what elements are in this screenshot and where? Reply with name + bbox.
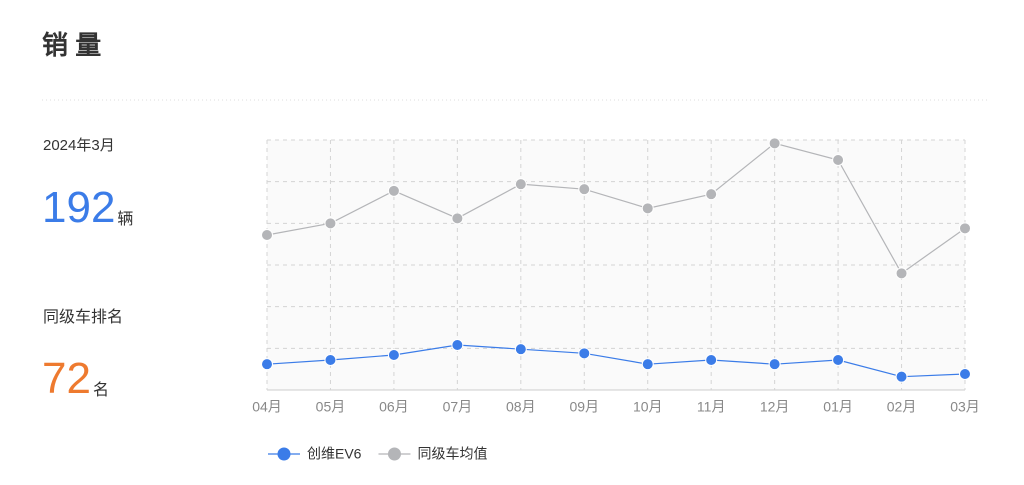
x-tick-label: 02月 [887, 399, 917, 415]
x-tick-label: 04月 [252, 399, 282, 415]
legend-label: 创维EV6 [307, 446, 362, 462]
data-point [895, 370, 908, 383]
legend-marker [387, 447, 401, 461]
x-tick-label: 08月 [506, 399, 536, 415]
data-point [768, 137, 781, 150]
sales-number: 192 [42, 183, 115, 232]
rank-unit: 名 [93, 381, 109, 399]
data-point [387, 349, 400, 361]
data-point [324, 354, 337, 366]
data-point [641, 358, 654, 371]
x-tick-label: 05月 [316, 399, 346, 415]
data-point [578, 347, 591, 360]
legend-label: 同级车均值 [417, 446, 487, 462]
data-point [578, 183, 591, 196]
data-point [768, 358, 781, 371]
data-point [705, 188, 718, 201]
x-tick-label: 03月 [950, 399, 980, 415]
data-point [451, 212, 464, 225]
plot-area [267, 140, 965, 390]
series-line [266, 142, 966, 275]
date-label: 2024年3月 [43, 137, 115, 154]
data-point [451, 339, 464, 351]
sales-value: 192 辆 [42, 183, 133, 232]
x-tick-label: 11月 [697, 399, 726, 415]
data-point [895, 267, 908, 280]
x-tick-label: 09月 [569, 399, 599, 415]
sales-unit: 辆 [117, 210, 133, 228]
data-point [261, 229, 273, 241]
data-point [514, 178, 527, 191]
data-point [261, 358, 273, 371]
x-tick-label: 10月 [633, 399, 663, 415]
data-point [832, 354, 845, 366]
x-tick-label: 06月 [379, 399, 409, 415]
data-point [514, 343, 527, 356]
data-point [705, 354, 718, 366]
legend-marker [277, 447, 291, 461]
data-point [324, 217, 337, 230]
rank-number: 72 [42, 354, 91, 403]
section-title: 销 量 [42, 30, 101, 60]
rank-value: 72 名 [42, 354, 109, 403]
x-tick-label: 01月 [823, 399, 853, 415]
data-point [832, 154, 845, 166]
data-point [387, 184, 400, 197]
data-point [641, 202, 654, 215]
series-line [266, 344, 966, 378]
rank-label: 同级车排名 [43, 308, 123, 326]
data-point [959, 222, 971, 235]
data-point [959, 368, 971, 380]
x-tick-label: 07月 [443, 399, 473, 415]
x-tick-label: 12月 [760, 399, 790, 415]
